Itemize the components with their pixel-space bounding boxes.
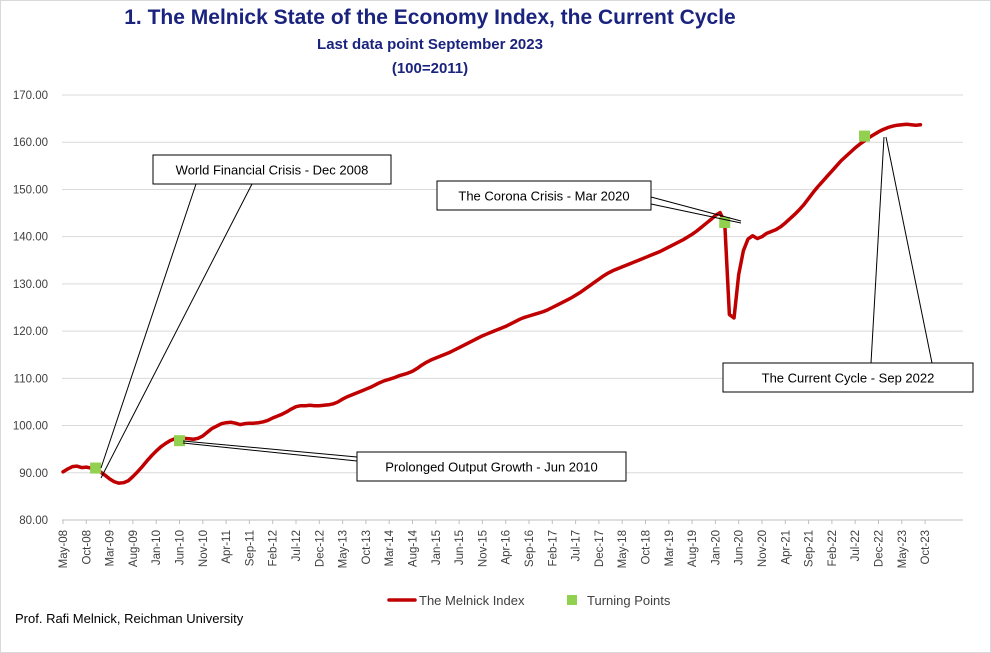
- turning-point-marker: [174, 435, 185, 447]
- x-tick-label: Jun-15: [454, 530, 466, 565]
- y-axis: 80.00 90.00 100.00 110.00 120.00 130.00 140.00…: [13, 90, 48, 527]
- x-tick-label: Jul-17: [571, 530, 583, 561]
- y-tick-label: 140.00: [13, 232, 48, 244]
- annotation-leader-line: [870, 136, 885, 364]
- author-credit: Prof. Rafi Melnick, Reichman University: [15, 611, 244, 626]
- x-tick-label: Apr-21: [780, 530, 792, 565]
- x-tick-label: Sep-21: [804, 530, 816, 567]
- legend-swatch-square: [567, 595, 577, 605]
- x-tick-label: Jan-15: [431, 530, 443, 565]
- series-layer: [61, 122, 923, 485]
- x-tick-label: Apr-16: [501, 530, 513, 565]
- y-tick-label: 160.00: [13, 137, 48, 149]
- y-tick-label: 100.00: [13, 421, 48, 433]
- y-tick-label: 80.00: [19, 515, 48, 527]
- series-line-melnick-index: [61, 122, 923, 485]
- y-tick-label: 170.00: [13, 90, 48, 102]
- annotation-box: [722, 362, 974, 393]
- y-tick-label: 90.00: [19, 468, 48, 480]
- x-tick-label: May-23: [897, 530, 909, 568]
- x-tick-label: Nov-10: [198, 530, 210, 567]
- turning-point-marker: [719, 217, 731, 228]
- x-tick-label: May-18: [617, 530, 629, 568]
- y-tick-label: 120.00: [13, 326, 48, 338]
- annotation-box: [356, 451, 627, 482]
- chart-subtitle-line-2: (100=2011): [391, 60, 469, 77]
- x-tick-label: Feb-12: [268, 530, 280, 566]
- annotation-leader-line: [100, 183, 253, 479]
- annotation-label: World Financial Crisis - Dec 2008: [176, 163, 369, 178]
- x-tick-label: Mar-19: [664, 530, 676, 566]
- annotation-leader-line: [885, 136, 933, 364]
- annotation-label: The Current Cycle - Sep 2022: [762, 371, 935, 386]
- x-tick-label: Mar-14: [384, 529, 396, 566]
- x-tick-label: Jan-20: [710, 530, 722, 565]
- x-tick-label: Dec-12: [314, 530, 326, 567]
- annotation-leader-line: [182, 442, 358, 462]
- x-tick-label: Oct-23: [920, 530, 932, 565]
- x-tick-label: Mar-09: [105, 530, 117, 566]
- x-tick-label: May-13: [338, 530, 350, 568]
- chart-title: 1. The Melnick State of the Economy Inde…: [124, 6, 736, 29]
- x-tick-label: May-08: [58, 530, 70, 568]
- x-tick-label: Jul-12: [291, 530, 303, 561]
- x-tick-label: Feb-22: [827, 530, 839, 566]
- annotation-leader-line: [650, 203, 742, 224]
- x-tick-label: Feb-17: [547, 530, 559, 566]
- x-tick-label: Aug-09: [128, 530, 140, 567]
- x-tick-label: Jul-22: [850, 530, 862, 561]
- x-tick-label: Dec-17: [594, 530, 606, 567]
- x-tick-label: Aug-19: [687, 530, 699, 567]
- annotation-leader-line: [650, 196, 742, 222]
- x-tick-label: Dec-22: [874, 530, 886, 567]
- y-tick-label: 150.00: [13, 184, 48, 196]
- x-tick-label: Jun-20: [734, 530, 746, 565]
- x-tick-label: Sep-16: [524, 530, 536, 567]
- y-tick-label: 110.00: [14, 373, 48, 385]
- legend: The Melnick Index Turning Points: [387, 593, 671, 608]
- annotation-leader-line: [100, 183, 197, 469]
- x-tick-label: Nov-15: [477, 530, 489, 567]
- annotation-box: [152, 154, 392, 185]
- x-tick-label: Jan-10: [151, 530, 163, 565]
- annotation-label: Prolonged Output Growth - Jun 2010: [385, 460, 597, 475]
- x-tick-label: Apr-11: [221, 530, 233, 564]
- x-tick-label: Sep-11: [244, 530, 256, 566]
- x-tick-label: Oct-13: [361, 530, 373, 565]
- turning-point-marker: [859, 130, 871, 142]
- x-tick-label: Jun-10: [175, 530, 187, 565]
- annotations-layer: World Financial Crisis - Dec 2008 Prolong…: [100, 136, 974, 482]
- x-tick-label: Oct-18: [641, 530, 653, 565]
- annotation-box: [436, 180, 652, 211]
- x-tick-label: Aug-14: [408, 529, 420, 567]
- x-tick-label: Nov-20: [757, 530, 769, 567]
- x-axis: May-08 Oct-08 Mar-09 Aug-09 Jan-10 Jun-10 Nov-…: [58, 519, 963, 568]
- legend-label-melnick-index: The Melnick Index: [419, 593, 525, 608]
- annotation-label: The Corona Crisis - Mar 2020: [458, 189, 629, 204]
- y-tick-label: 130.00: [13, 279, 48, 291]
- turning-point-marker: [90, 462, 102, 474]
- x-tick-label: Oct-08: [81, 530, 93, 565]
- annotation-leader-line: [182, 440, 358, 458]
- legend-label-turning-points: Turning Points: [587, 593, 671, 608]
- chart-subtitle-line-1: Last data point September 2023: [317, 36, 543, 53]
